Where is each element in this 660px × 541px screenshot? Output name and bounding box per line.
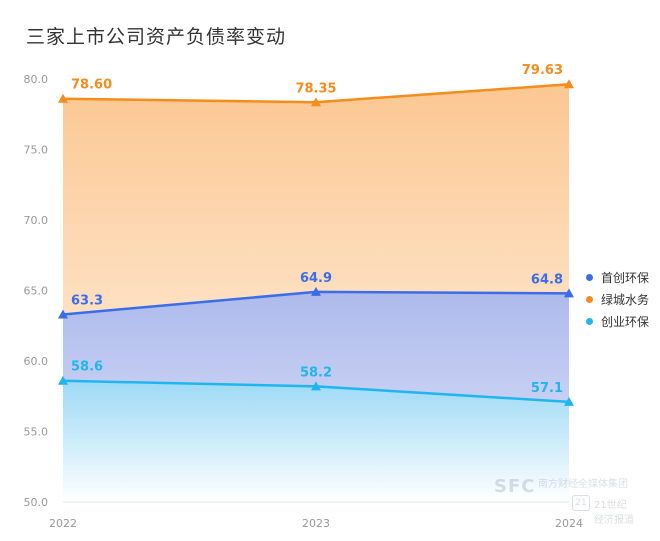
data-point bbox=[564, 288, 574, 298]
data-point bbox=[311, 381, 321, 391]
y-tick-label: 80.0 bbox=[24, 73, 49, 86]
data-label: 64.8 bbox=[531, 272, 563, 287]
data-point bbox=[58, 309, 68, 319]
y-tick-label: 55.0 bbox=[24, 426, 49, 439]
legend-item: 首创环保 bbox=[586, 266, 649, 288]
data-label: 79.63 bbox=[522, 63, 563, 78]
data-label: 58.2 bbox=[300, 365, 332, 380]
legend-label: 绿城水务 bbox=[601, 292, 650, 307]
legend-label: 首创环保 bbox=[601, 270, 650, 285]
series-area bbox=[63, 380, 569, 502]
x-tick-label: 2023 bbox=[302, 517, 330, 530]
x-tick-label: 2024 bbox=[555, 517, 583, 530]
x-tick-label: 2022 bbox=[49, 517, 77, 530]
data-label: 64.9 bbox=[300, 271, 332, 286]
data-label: 78.60 bbox=[71, 78, 112, 93]
legend-marker bbox=[586, 273, 593, 281]
watermark-badge: 21 bbox=[572, 495, 590, 511]
legend-marker bbox=[586, 317, 593, 325]
chart-title: 三家上市公司资产负债率变动 bbox=[26, 26, 287, 48]
data-label: 78.35 bbox=[295, 81, 336, 96]
watermark-logo: SFC bbox=[494, 476, 536, 497]
data-point bbox=[58, 375, 68, 385]
data-point bbox=[58, 93, 68, 103]
watermark-line2: 21世纪经济报道 bbox=[594, 500, 634, 526]
watermark: SFC 南方财经全媒体集团 21 21世纪经济报道 bbox=[494, 474, 634, 526]
y-tick-label: 50.0 bbox=[24, 496, 49, 509]
legend-marker bbox=[586, 295, 593, 303]
legend-label: 创业环保 bbox=[601, 314, 650, 329]
legend-item: 创业环保 bbox=[586, 310, 649, 332]
data-point bbox=[564, 396, 574, 406]
chart-legend: 首创环保绿城水务创业环保 bbox=[586, 266, 649, 332]
watermark-line1: 南方财经全媒体集团 bbox=[538, 479, 628, 490]
y-tick-label: 65.0 bbox=[24, 285, 49, 298]
data-label: 58.6 bbox=[71, 360, 103, 375]
data-point bbox=[564, 79, 574, 89]
y-tick-label: 60.0 bbox=[24, 355, 49, 368]
data-label: 57.1 bbox=[531, 381, 563, 396]
data-point bbox=[311, 97, 321, 107]
y-tick-label: 70.0 bbox=[24, 214, 49, 227]
legend-item: 绿城水务 bbox=[586, 288, 649, 310]
data-point bbox=[311, 286, 321, 296]
data-label: 63.3 bbox=[71, 293, 103, 308]
y-tick-label: 75.0 bbox=[24, 144, 49, 157]
